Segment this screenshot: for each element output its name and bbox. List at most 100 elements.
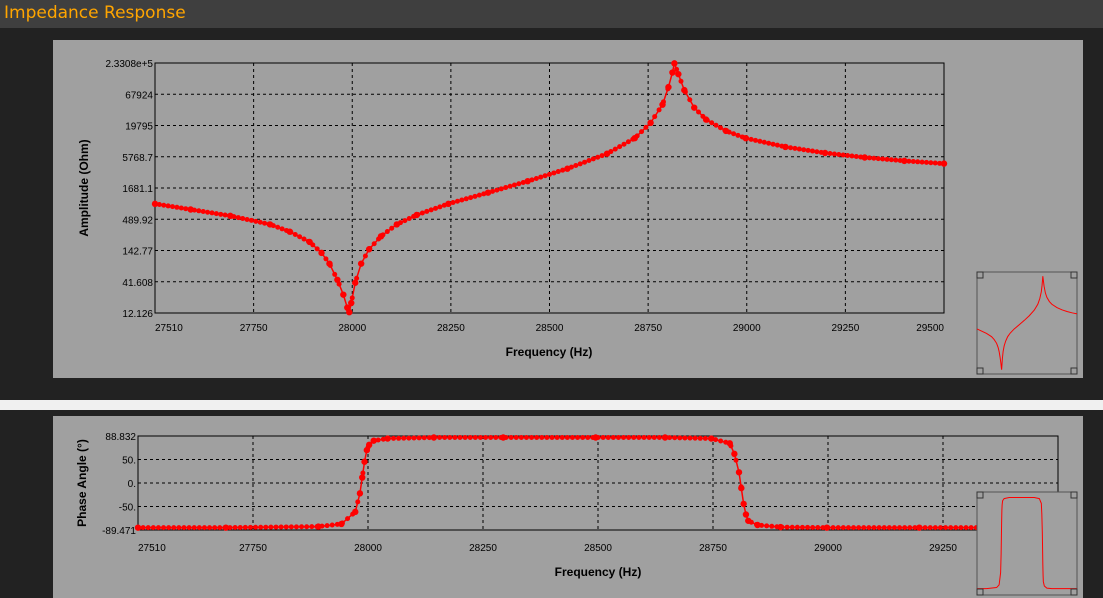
overview-series-line xyxy=(977,497,1077,590)
data-point xyxy=(702,435,708,441)
data-point xyxy=(218,211,224,217)
data-point xyxy=(575,434,581,440)
data-point xyxy=(678,78,684,84)
data-point xyxy=(450,200,456,206)
y-tick-label: 50. xyxy=(122,456,136,467)
data-point xyxy=(406,216,412,222)
data-point xyxy=(355,499,361,505)
data-point xyxy=(483,434,489,440)
data-point xyxy=(318,249,325,257)
data-point xyxy=(286,228,294,235)
x-tick-label: 29250 xyxy=(929,543,957,554)
data-point xyxy=(529,434,535,440)
data-point xyxy=(494,187,500,193)
panel-splitter[interactable] xyxy=(0,400,1103,410)
data-point xyxy=(263,524,269,530)
data-point xyxy=(738,484,745,492)
data-point xyxy=(932,525,938,531)
data-point xyxy=(359,474,366,481)
data-point xyxy=(371,241,377,247)
data-point xyxy=(349,295,355,301)
data-point xyxy=(200,209,206,215)
data-point xyxy=(433,205,439,211)
data-point xyxy=(207,525,213,531)
data-point xyxy=(304,524,310,530)
data-point xyxy=(288,524,294,530)
data-point xyxy=(742,511,750,518)
data-point xyxy=(777,523,784,531)
data-point xyxy=(906,158,912,164)
data-point xyxy=(165,203,171,209)
data-point xyxy=(462,434,468,440)
data-point xyxy=(191,525,197,531)
data-point xyxy=(338,520,345,528)
overview-resize-handle xyxy=(976,271,984,279)
data-point xyxy=(306,238,313,246)
data-point xyxy=(893,157,899,163)
data-point xyxy=(459,197,465,203)
data-point xyxy=(948,525,954,531)
data-point xyxy=(735,469,743,476)
data-point xyxy=(196,208,202,214)
data-point xyxy=(677,435,683,441)
data-point xyxy=(764,523,770,529)
data-point xyxy=(626,434,632,440)
data-point xyxy=(754,521,761,529)
data-point xyxy=(247,524,253,530)
data-point xyxy=(134,524,142,531)
data-point xyxy=(840,152,846,158)
data-point xyxy=(884,156,890,162)
data-point xyxy=(708,435,715,442)
data-point xyxy=(810,524,816,530)
data-point xyxy=(586,158,592,164)
data-point xyxy=(309,524,315,530)
data-point xyxy=(968,525,974,531)
data-point xyxy=(599,153,605,159)
data-point xyxy=(340,291,347,298)
data-point xyxy=(866,525,872,531)
data-point xyxy=(617,144,623,150)
data-point xyxy=(222,524,230,531)
data-point xyxy=(547,171,552,177)
data-point xyxy=(171,525,177,531)
data-point xyxy=(661,434,669,441)
data-point xyxy=(748,136,754,142)
data-point xyxy=(362,253,368,259)
data-point xyxy=(452,434,458,440)
data-point xyxy=(406,435,412,441)
data-point xyxy=(155,525,161,531)
x-tick-label: 27750 xyxy=(239,543,267,554)
y-tick-label: 142.77 xyxy=(122,247,153,258)
data-point xyxy=(273,524,279,530)
data-point xyxy=(610,434,616,440)
data-point xyxy=(516,181,522,187)
data-point xyxy=(326,260,333,267)
data-point xyxy=(840,525,846,531)
data-point xyxy=(907,525,913,531)
data-point xyxy=(953,525,959,531)
data-point xyxy=(646,434,652,440)
data-point xyxy=(718,438,724,444)
data-point xyxy=(329,522,335,528)
data-point xyxy=(659,101,666,108)
data-point xyxy=(357,260,365,267)
title-bar: Impedance Response xyxy=(0,0,1103,28)
data-point xyxy=(503,185,509,191)
data-point xyxy=(901,157,908,165)
data-point xyxy=(240,216,246,222)
data-point xyxy=(861,154,868,161)
data-point xyxy=(384,229,390,235)
data-point xyxy=(454,198,460,204)
data-point xyxy=(810,148,815,154)
data-point xyxy=(484,189,492,196)
data-point xyxy=(963,525,969,531)
data-point xyxy=(580,434,586,440)
data-point xyxy=(232,525,238,531)
data-point xyxy=(490,188,496,194)
data-point xyxy=(937,160,943,166)
window-title: Impedance Response xyxy=(4,3,186,23)
x-tick-label: 27510 xyxy=(155,323,183,334)
data-point xyxy=(151,200,159,208)
data-point xyxy=(161,202,167,208)
